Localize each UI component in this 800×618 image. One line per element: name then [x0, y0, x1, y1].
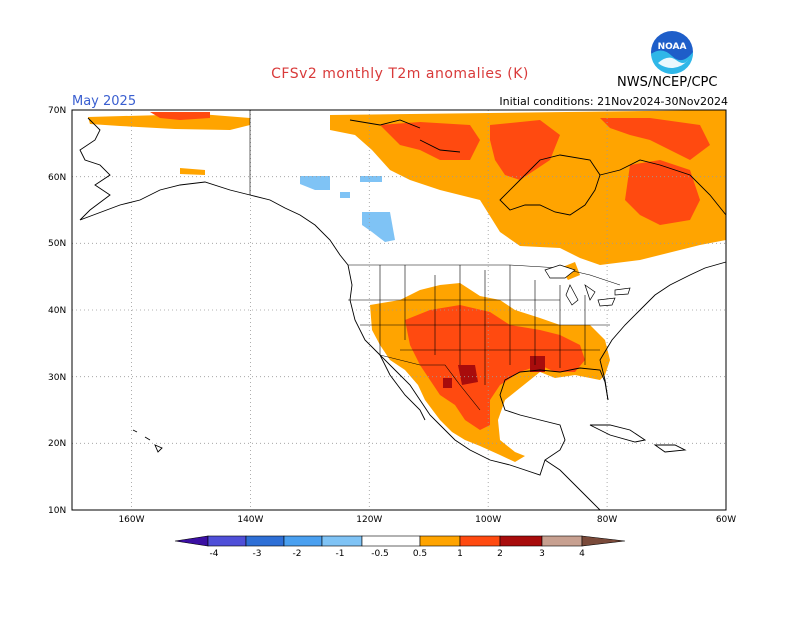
anomaly-red-regions: [150, 112, 710, 430]
colorbar-segment: [283, 535, 323, 547]
colorbar-segment: [581, 535, 626, 547]
colorbar-label: -4: [210, 549, 219, 559]
lat-label: 70N: [48, 106, 66, 116]
colorbar-segment: [321, 535, 363, 547]
lat-label: 40N: [48, 306, 66, 316]
lat-label: 30N: [48, 373, 66, 383]
colorbar-label: -3: [253, 549, 262, 559]
colorbar-label: -2: [293, 549, 302, 559]
anomaly-darkred-regions: [443, 356, 545, 388]
lon-label: 60W: [716, 515, 736, 525]
lat-label: 60N: [48, 173, 66, 183]
lon-label: 80W: [597, 515, 617, 525]
colorbar-segment: [361, 535, 421, 547]
colorbar-label: -0.5: [371, 549, 389, 559]
org-label: NWS/NCEP/CPC: [617, 75, 718, 90]
colorbar-label: 1: [457, 549, 463, 559]
colorbar-segment: [207, 535, 247, 547]
latitude-labels: 70N 60N 50N 40N 30N 20N 10N: [48, 106, 66, 516]
initial-conditions: Initial conditions: 21Nov2024-30Nov2024: [499, 95, 728, 108]
great-lakes: [544, 264, 631, 307]
lat-label: 50N: [48, 239, 66, 249]
map-border: [71, 109, 727, 511]
colorbar-label: 4: [579, 549, 585, 559]
colorbar-segment: [499, 535, 543, 547]
colorbar-label: 0.5: [413, 549, 427, 559]
coastlines: [79, 117, 727, 511]
colorbar-segment: [419, 535, 461, 547]
colorbar-label: -1: [336, 549, 345, 559]
lon-label: 120W: [356, 515, 382, 525]
graticule: [72, 110, 726, 510]
colorbar-segment: [245, 535, 285, 547]
lon-label: 140W: [237, 515, 263, 525]
lon-label: 160W: [118, 515, 144, 525]
colorbar: -4 -3 -2 -1 -0.5 0.5 1 2 3 4: [174, 535, 626, 559]
lon-label: 100W: [475, 515, 501, 525]
longitude-labels: 160W 140W 120W 100W 80W 60W: [118, 515, 736, 525]
lat-label: 10N: [48, 506, 66, 516]
colorbar-segment: [174, 535, 209, 547]
colorbar-label: 2: [497, 549, 503, 559]
colorbar-segment: [459, 535, 501, 547]
noaa-logo-icon: NOAA: [651, 31, 694, 74]
forecast-period: May 2025: [72, 94, 137, 109]
svg-text:NOAA: NOAA: [658, 42, 687, 52]
colorbar-label: 3: [539, 549, 545, 559]
lat-label: 20N: [48, 439, 66, 449]
anomaly-blue-regions: [300, 176, 395, 242]
map-title: CFSv2 monthly T2m anomalies (K): [271, 66, 529, 82]
political-borders: [249, 110, 621, 411]
colorbar-segment: [541, 535, 583, 547]
